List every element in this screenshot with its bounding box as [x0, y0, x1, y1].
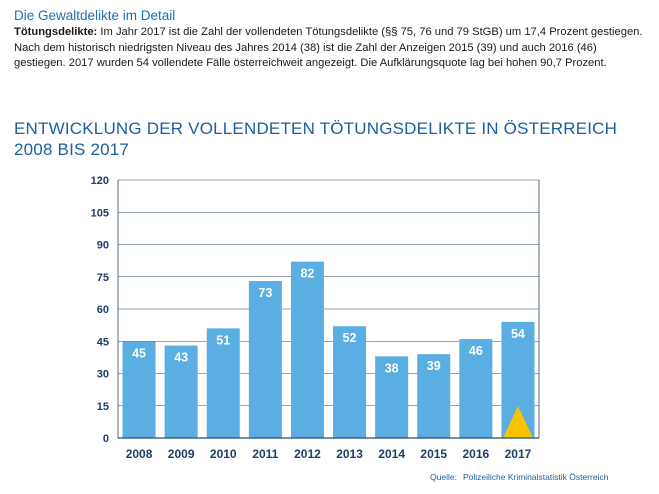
- x-tick-label-2015: 2015: [420, 447, 447, 461]
- x-tick-label-2017: 2017: [505, 447, 532, 461]
- x-tick-label-2010: 2010: [210, 447, 237, 461]
- data-label-2014: 38: [385, 361, 399, 375]
- x-tick-label-2013: 2013: [336, 447, 363, 461]
- intro-paragraph: Tötungsdelikte: Im Jahr 2017 ist die Zah…: [14, 25, 646, 72]
- data-label-2016: 46: [469, 344, 483, 358]
- highlight-triangle-marker: [502, 406, 533, 438]
- source-text: Polizeiliche Kriminalstatistik Österreic…: [462, 472, 609, 482]
- y-tick-label: 105: [91, 207, 109, 219]
- data-label-2015: 39: [427, 359, 441, 373]
- bar-2014: [375, 356, 409, 438]
- bar-2009: [164, 345, 198, 438]
- y-tick-label: 45: [97, 336, 109, 348]
- y-tick-label: 30: [97, 369, 109, 381]
- data-label-2013: 52: [343, 331, 357, 345]
- bar-2008: [122, 341, 156, 438]
- bar-2016: [459, 339, 493, 438]
- bar-2015: [417, 354, 451, 438]
- source-note: Quelle: Polizeiliche Kriminalstatistik Ös…: [430, 472, 608, 482]
- chart-title: ENTWICKLUNG DER VOLLENDETEN TÖTUNGSDELIK…: [14, 119, 618, 159]
- section-heading: Die Gewaltdelikte im Detail: [14, 8, 176, 23]
- data-label-2011: 73: [258, 286, 272, 300]
- data-label-2012: 82: [300, 267, 314, 281]
- y-tick-label: 90: [97, 240, 109, 252]
- y-tick-label: 15: [97, 401, 109, 413]
- x-tick-label-2009: 2009: [168, 447, 195, 461]
- x-tick-label-2016: 2016: [462, 447, 489, 461]
- bar-2010: [206, 328, 240, 438]
- bar-2011: [248, 281, 282, 438]
- x-tick-label-2014: 2014: [378, 447, 405, 461]
- data-label-2008: 45: [132, 346, 146, 360]
- intro-label: Tötungsdelikte:: [14, 26, 98, 38]
- bar-2013: [333, 326, 367, 438]
- data-label-2010: 51: [216, 333, 230, 347]
- y-tick-label: 60: [97, 304, 109, 316]
- y-tick-label: 120: [91, 175, 109, 187]
- source-label: Quelle:: [430, 472, 457, 482]
- intro-text: Im Jahr 2017 ist die Zahl der vollendete…: [14, 26, 643, 69]
- bar-2012: [290, 261, 324, 438]
- x-tick-label-2011: 2011: [252, 447, 278, 461]
- y-tick-label: 75: [97, 272, 109, 284]
- x-tick-label-2008: 2008: [126, 447, 153, 461]
- y-tick-label: 0: [103, 433, 109, 445]
- x-tick-label-2012: 2012: [294, 447, 321, 461]
- data-label-2017: 54: [511, 327, 525, 341]
- data-label-2009: 43: [174, 351, 188, 365]
